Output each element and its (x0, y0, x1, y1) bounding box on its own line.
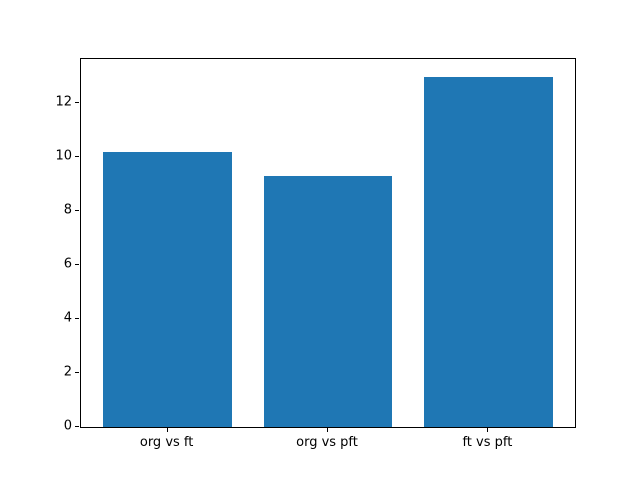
y-tick-mark (75, 318, 79, 320)
bar-ft-vs-pft (424, 76, 553, 427)
x-tick-mark (166, 428, 168, 432)
y-tick-label: 6 (63, 256, 72, 272)
bar-org-vs-pft (263, 176, 393, 427)
y-tick-mark (75, 426, 79, 427)
y-tick-mark (75, 156, 79, 158)
x-tick-mark (327, 428, 328, 432)
y-tick-label: 2 (63, 364, 72, 380)
plot-area (80, 58, 576, 428)
y-tick-label: 4 (63, 310, 72, 326)
y-tick-label: 12 (55, 94, 72, 110)
x-tick-label: ft vs pft (462, 435, 513, 450)
bar-org-vs-ft (103, 152, 232, 427)
y-tick-label: 8 (63, 202, 72, 218)
x-tick-mark (487, 428, 489, 432)
y-tick-label: 0 (63, 418, 72, 434)
y-tick-mark (75, 210, 79, 212)
x-tick-label: org vs ft (139, 435, 194, 450)
y-tick-mark (75, 372, 79, 374)
x-tick-label: org vs pft (296, 435, 358, 450)
y-tick-mark (75, 102, 79, 104)
y-tick-mark (75, 264, 79, 266)
y-tick-label: 10 (55, 148, 72, 164)
